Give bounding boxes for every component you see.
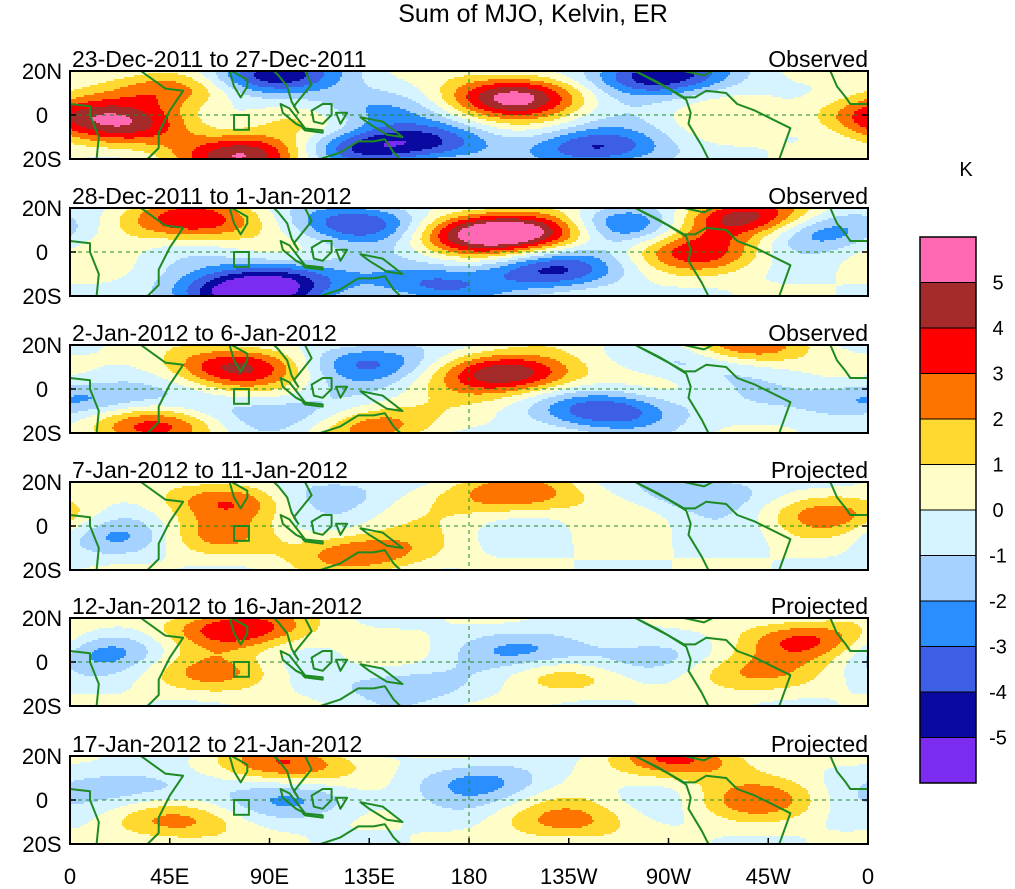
colorbar: 5 4 3 2 1 0 -1 -2 -3 -4 -5 K <box>920 159 1007 783</box>
panel-status: Observed <box>768 320 868 346</box>
figure-title: Sum of MJO, Kelvin, ER <box>398 0 668 28</box>
colorbar-swatch <box>920 237 976 283</box>
x-tick-label: 90E <box>250 864 289 889</box>
panel-status: Projected <box>771 593 868 619</box>
map-panel: 20N 0 20S 12-Jan-2012 to 16-Jan-2012 Project… <box>22 593 869 719</box>
panel-status: Projected <box>771 457 868 483</box>
panels: 20N 0 20S 23-Dec-2011 to 27-Dec-2011 Observe… <box>22 46 869 857</box>
y-tick-label: 20S <box>22 558 61 583</box>
y-tick-label: 0 <box>36 103 48 128</box>
x-tick-label: 45W <box>746 864 791 889</box>
colorbar-swatch <box>920 647 976 693</box>
colorbar-swatch <box>920 510 976 556</box>
map-panel: 20N 0 20S 2-Jan-2012 to 6-Jan-2012 Observed <box>22 320 869 446</box>
y-tick-label: 20S <box>22 147 61 172</box>
x-tick-label: 180 <box>451 864 488 889</box>
x-tick-label: 45E <box>150 864 189 889</box>
y-tick-label: 20N <box>22 59 62 84</box>
x-tick-label: 0 <box>862 864 874 889</box>
colorbar-swatch <box>920 374 976 420</box>
panel-date-range: 23-Dec-2011 to 27-Dec-2011 <box>72 46 367 72</box>
colorbar-label: -2 <box>989 591 1007 613</box>
y-tick-label: 20N <box>22 606 62 631</box>
units-label: K <box>959 159 973 181</box>
y-tick-label: 0 <box>36 240 48 265</box>
map-panel: 20N 0 20S 17-Jan-2012 to 21-Jan-2012 Project… <box>22 731 869 857</box>
panel-date-range: 12-Jan-2012 to 16-Jan-2012 <box>72 593 362 619</box>
x-axis: 0 45E 90E 135E 180 135W 90W 45W 0 <box>64 838 874 889</box>
panel-date-range: 7-Jan-2012 to 11-Jan-2012 <box>72 457 348 483</box>
colorbar-label: 3 <box>992 364 1003 386</box>
colorbar-swatch <box>920 328 976 374</box>
y-tick-label: 0 <box>36 377 48 402</box>
colorbar-label: 0 <box>992 500 1003 522</box>
x-tick-label: 135W <box>540 864 598 889</box>
colorbar-swatch <box>920 465 976 511</box>
colorbar-swatch <box>920 283 976 329</box>
colorbar-swatch <box>920 692 976 738</box>
colorbar-label: -1 <box>989 546 1007 568</box>
colorbar-label: 2 <box>992 409 1003 431</box>
map-panel: 20N 0 20S 7-Jan-2012 to 11-Jan-2012 Projecte… <box>22 457 869 583</box>
y-tick-label: 0 <box>36 514 48 539</box>
x-tick-label: 135E <box>344 864 395 889</box>
colorbar-label: 1 <box>992 455 1003 477</box>
colorbar-swatch <box>920 738 976 784</box>
colorbar-label: 5 <box>992 273 1003 295</box>
panel-status: Observed <box>768 183 868 209</box>
colorbar-swatch <box>920 601 976 647</box>
colorbar-swatch <box>920 556 976 602</box>
y-tick-label: 0 <box>36 650 48 675</box>
map-panel: 20N 0 20S 23-Dec-2011 to 27-Dec-2011 Observe… <box>22 46 869 172</box>
colorbar-label: -3 <box>989 637 1007 659</box>
map-panel: 20N 0 20S 28-Dec-2011 to 1-Jan-2012 Observed <box>22 183 869 309</box>
panel-status: Observed <box>768 46 868 72</box>
y-tick-label: 0 <box>36 788 48 813</box>
colorbar-label: -4 <box>989 682 1007 704</box>
colorbar-swatch <box>920 419 976 465</box>
colorbar-label: -5 <box>989 728 1007 750</box>
x-tick-label: 0 <box>64 864 76 889</box>
y-tick-label: 20S <box>22 284 61 309</box>
y-tick-label: 20N <box>22 333 62 358</box>
panel-status: Projected <box>771 731 868 757</box>
y-tick-label: 20S <box>22 832 61 857</box>
x-tick-label: 90W <box>646 864 691 889</box>
y-tick-label: 20S <box>22 694 61 719</box>
y-tick-label: 20N <box>22 744 62 769</box>
panel-date-range: 2-Jan-2012 to 6-Jan-2012 <box>72 320 337 346</box>
panel-date-range: 28-Dec-2011 to 1-Jan-2012 <box>72 183 352 209</box>
colorbar-label: 4 <box>992 318 1003 340</box>
y-tick-label: 20N <box>22 196 62 221</box>
y-tick-label: 20N <box>22 470 62 495</box>
panel-date-range: 17-Jan-2012 to 21-Jan-2012 <box>72 731 362 757</box>
y-tick-label: 20S <box>22 421 61 446</box>
